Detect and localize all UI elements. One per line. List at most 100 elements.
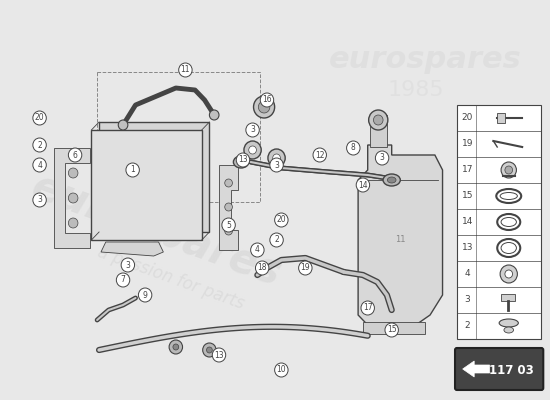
Text: 10: 10 — [277, 366, 286, 374]
Circle shape — [249, 146, 256, 154]
Circle shape — [203, 343, 216, 357]
Circle shape — [385, 323, 398, 337]
Text: 20: 20 — [462, 114, 473, 122]
Text: 2: 2 — [465, 322, 470, 330]
Bar — [97, 72, 260, 202]
Text: 117 03: 117 03 — [490, 364, 534, 377]
Bar — [363, 322, 425, 334]
Text: 15: 15 — [462, 192, 473, 200]
Text: 2: 2 — [274, 236, 279, 244]
Circle shape — [255, 261, 269, 275]
Text: 4: 4 — [37, 160, 42, 170]
Ellipse shape — [233, 156, 249, 168]
Circle shape — [505, 166, 513, 174]
Circle shape — [251, 243, 264, 257]
Circle shape — [501, 162, 516, 178]
Text: 11: 11 — [180, 66, 190, 74]
Circle shape — [356, 178, 370, 192]
Bar — [457, 105, 541, 339]
Text: 4: 4 — [255, 246, 260, 254]
Circle shape — [222, 218, 235, 232]
Circle shape — [368, 110, 388, 130]
Text: 8: 8 — [351, 144, 356, 152]
Text: 17: 17 — [363, 304, 372, 312]
Polygon shape — [101, 242, 163, 256]
Ellipse shape — [387, 177, 396, 183]
Circle shape — [126, 163, 139, 177]
Text: a passion for parts: a passion for parts — [95, 243, 247, 313]
Circle shape — [244, 141, 261, 159]
Text: 3: 3 — [379, 154, 384, 162]
Polygon shape — [219, 165, 238, 250]
Circle shape — [121, 258, 135, 272]
Circle shape — [246, 123, 259, 137]
Circle shape — [33, 193, 46, 207]
Circle shape — [68, 218, 78, 228]
Circle shape — [212, 348, 226, 362]
Circle shape — [225, 227, 233, 235]
Circle shape — [273, 154, 280, 162]
Text: 20: 20 — [35, 114, 45, 122]
Text: 2: 2 — [37, 140, 42, 150]
Circle shape — [210, 110, 219, 120]
Circle shape — [260, 93, 274, 107]
Circle shape — [313, 148, 327, 162]
Text: 19: 19 — [462, 140, 473, 148]
Bar — [99, 122, 210, 232]
Circle shape — [179, 63, 192, 77]
Bar — [91, 130, 202, 240]
Text: 3: 3 — [125, 260, 130, 270]
Bar — [497, 113, 505, 123]
Circle shape — [500, 265, 518, 283]
Circle shape — [169, 340, 183, 354]
Polygon shape — [358, 145, 443, 325]
Text: 15: 15 — [387, 326, 397, 334]
FancyBboxPatch shape — [455, 348, 543, 390]
Circle shape — [258, 101, 270, 113]
Ellipse shape — [383, 174, 400, 186]
Text: 18: 18 — [257, 264, 267, 272]
Text: 14: 14 — [358, 180, 368, 190]
Text: 12: 12 — [315, 150, 324, 160]
Circle shape — [118, 120, 128, 130]
Text: 3: 3 — [37, 196, 42, 204]
Circle shape — [117, 273, 130, 287]
Circle shape — [270, 158, 283, 172]
Circle shape — [274, 363, 288, 377]
Text: 9: 9 — [142, 290, 147, 300]
Text: 3: 3 — [274, 160, 279, 170]
Circle shape — [346, 141, 360, 155]
Text: 7: 7 — [120, 276, 125, 284]
Text: 17: 17 — [462, 166, 473, 174]
Circle shape — [33, 138, 46, 152]
Circle shape — [299, 261, 312, 275]
Text: 5: 5 — [226, 220, 231, 230]
Circle shape — [505, 270, 513, 278]
Polygon shape — [463, 361, 490, 377]
Text: 13: 13 — [238, 156, 248, 164]
Text: eurospares: eurospares — [329, 46, 521, 74]
Text: eurospares: eurospares — [26, 165, 288, 295]
Text: 13: 13 — [214, 350, 224, 360]
Circle shape — [236, 153, 250, 167]
Circle shape — [68, 193, 78, 203]
Circle shape — [173, 344, 179, 350]
Circle shape — [206, 347, 212, 353]
Text: 4: 4 — [465, 270, 470, 278]
Circle shape — [139, 288, 152, 302]
Circle shape — [270, 233, 283, 247]
Ellipse shape — [237, 159, 245, 165]
Circle shape — [268, 149, 285, 167]
Polygon shape — [54, 148, 90, 248]
Circle shape — [68, 168, 78, 178]
Circle shape — [33, 158, 46, 172]
Text: 14: 14 — [462, 218, 473, 226]
Circle shape — [373, 115, 383, 125]
Text: 1: 1 — [130, 166, 135, 174]
Text: 3: 3 — [250, 126, 255, 134]
Circle shape — [254, 96, 274, 118]
Circle shape — [225, 203, 233, 211]
Bar — [370, 115, 387, 147]
Text: 13: 13 — [462, 244, 473, 252]
Ellipse shape — [504, 327, 514, 333]
